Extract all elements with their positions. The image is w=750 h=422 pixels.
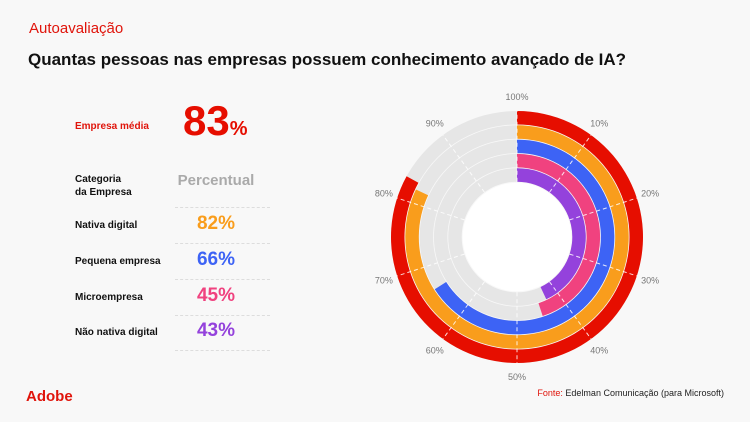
category-header-line1: Categoria <box>75 174 122 185</box>
divider <box>175 207 270 208</box>
tick-label: 80% <box>375 189 393 199</box>
gridline <box>397 197 465 221</box>
divider <box>175 315 270 316</box>
row-label: Microempresa <box>75 292 143 303</box>
tick-label: 70% <box>375 275 393 285</box>
gridline <box>442 281 485 340</box>
gridline <box>549 134 592 193</box>
source-text: Edelman Comunicação (para Microsoft) <box>562 388 724 398</box>
divider <box>175 279 270 280</box>
kicker: Autoavaliação <box>29 20 124 37</box>
row-label: Não nativa digital <box>75 327 158 338</box>
row-value: 43% <box>196 320 236 341</box>
gridline <box>397 253 465 277</box>
category-header: Categoria da Empresa <box>75 173 132 199</box>
tick-label: 60% <box>426 345 444 355</box>
category-header-line2: da Empresa <box>75 187 132 198</box>
summary-number: 83 <box>183 97 230 144</box>
source: Fonte: Edelman Comunicação (para Microso… <box>537 388 724 398</box>
center-hole <box>462 182 572 292</box>
bar-não-nativa-digital <box>517 168 586 300</box>
gridline <box>569 253 637 277</box>
row-label: Nativa digital <box>75 220 138 231</box>
tick-label: 10% <box>590 119 608 129</box>
gridline <box>569 197 637 221</box>
row-value: 45% <box>196 285 236 306</box>
gridline <box>442 134 485 193</box>
value-header: Percentual <box>177 172 255 189</box>
summary-label: Empresa média <box>75 121 149 132</box>
tick-label: 50% <box>508 372 526 382</box>
tick-label: 40% <box>590 345 608 355</box>
tick-label: 90% <box>426 119 444 129</box>
tick-label: 20% <box>641 189 659 199</box>
tick-label: 30% <box>641 275 659 285</box>
source-label: Fonte: <box>537 388 563 398</box>
gridline <box>549 281 592 340</box>
row-value: 66% <box>196 249 236 270</box>
summary-unit: % <box>229 118 248 140</box>
bar-microempresa <box>517 153 601 317</box>
tick-label: 100% <box>505 92 528 102</box>
row-label: Pequena empresa <box>75 256 161 267</box>
page-title: Quantas pessoas nas empresas possuem con… <box>28 50 627 69</box>
adobe-logo: Adobe <box>26 388 73 405</box>
divider <box>175 350 270 351</box>
divider <box>175 243 270 244</box>
summary-value: 83% <box>183 99 248 151</box>
row-value: 82% <box>196 213 236 234</box>
